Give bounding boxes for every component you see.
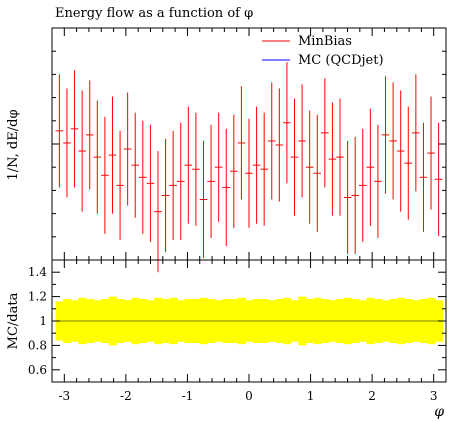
x-tick-label: -1 — [182, 389, 194, 403]
x-tick-label: -3 — [58, 389, 70, 403]
legend-label-minbias: MinBias — [298, 34, 352, 49]
ratio-y-tick-label: 1.4 — [28, 265, 47, 279]
legend-label-mc-qcdjet: MC (QCDjet) — [298, 53, 384, 68]
legend: MinBias MC (QCDjet) — [262, 34, 384, 68]
x-tick-label: 2 — [368, 389, 376, 403]
ratio-y-tick-label: 0.6 — [28, 363, 47, 377]
ratio-y-axis-label: MC/data — [6, 292, 21, 349]
chart-title: Energy flow as a function of φ — [55, 6, 253, 21]
x-tick-label: 0 — [245, 389, 253, 403]
ratio-panel-ticks — [51, 259, 447, 383]
main-panel — [51, 27, 447, 273]
main-panel-ticks — [51, 27, 447, 261]
ratio-y-tick-label: 1.2 — [28, 290, 47, 304]
x-axis-label: φ — [434, 404, 444, 420]
x-tick-label: 3 — [430, 389, 438, 403]
main-y-axis-label: 1/N, dE/dφ — [6, 109, 21, 180]
x-tick-label: -2 — [120, 389, 132, 403]
minbias-points — [55, 62, 443, 273]
ratio-panel: 0.6 0.8 1 1.2 1.4 — [28, 259, 447, 383]
x-tick-labels: -3 -2 -1 0 1 2 3 — [58, 389, 437, 403]
ratio-y-tick-labels: 0.6 0.8 1 1.2 1.4 — [28, 265, 47, 377]
x-tick-label: 1 — [307, 389, 315, 403]
ratio-y-tick-label: 1 — [39, 314, 47, 328]
ratio-y-tick-label: 0.8 — [28, 338, 47, 352]
